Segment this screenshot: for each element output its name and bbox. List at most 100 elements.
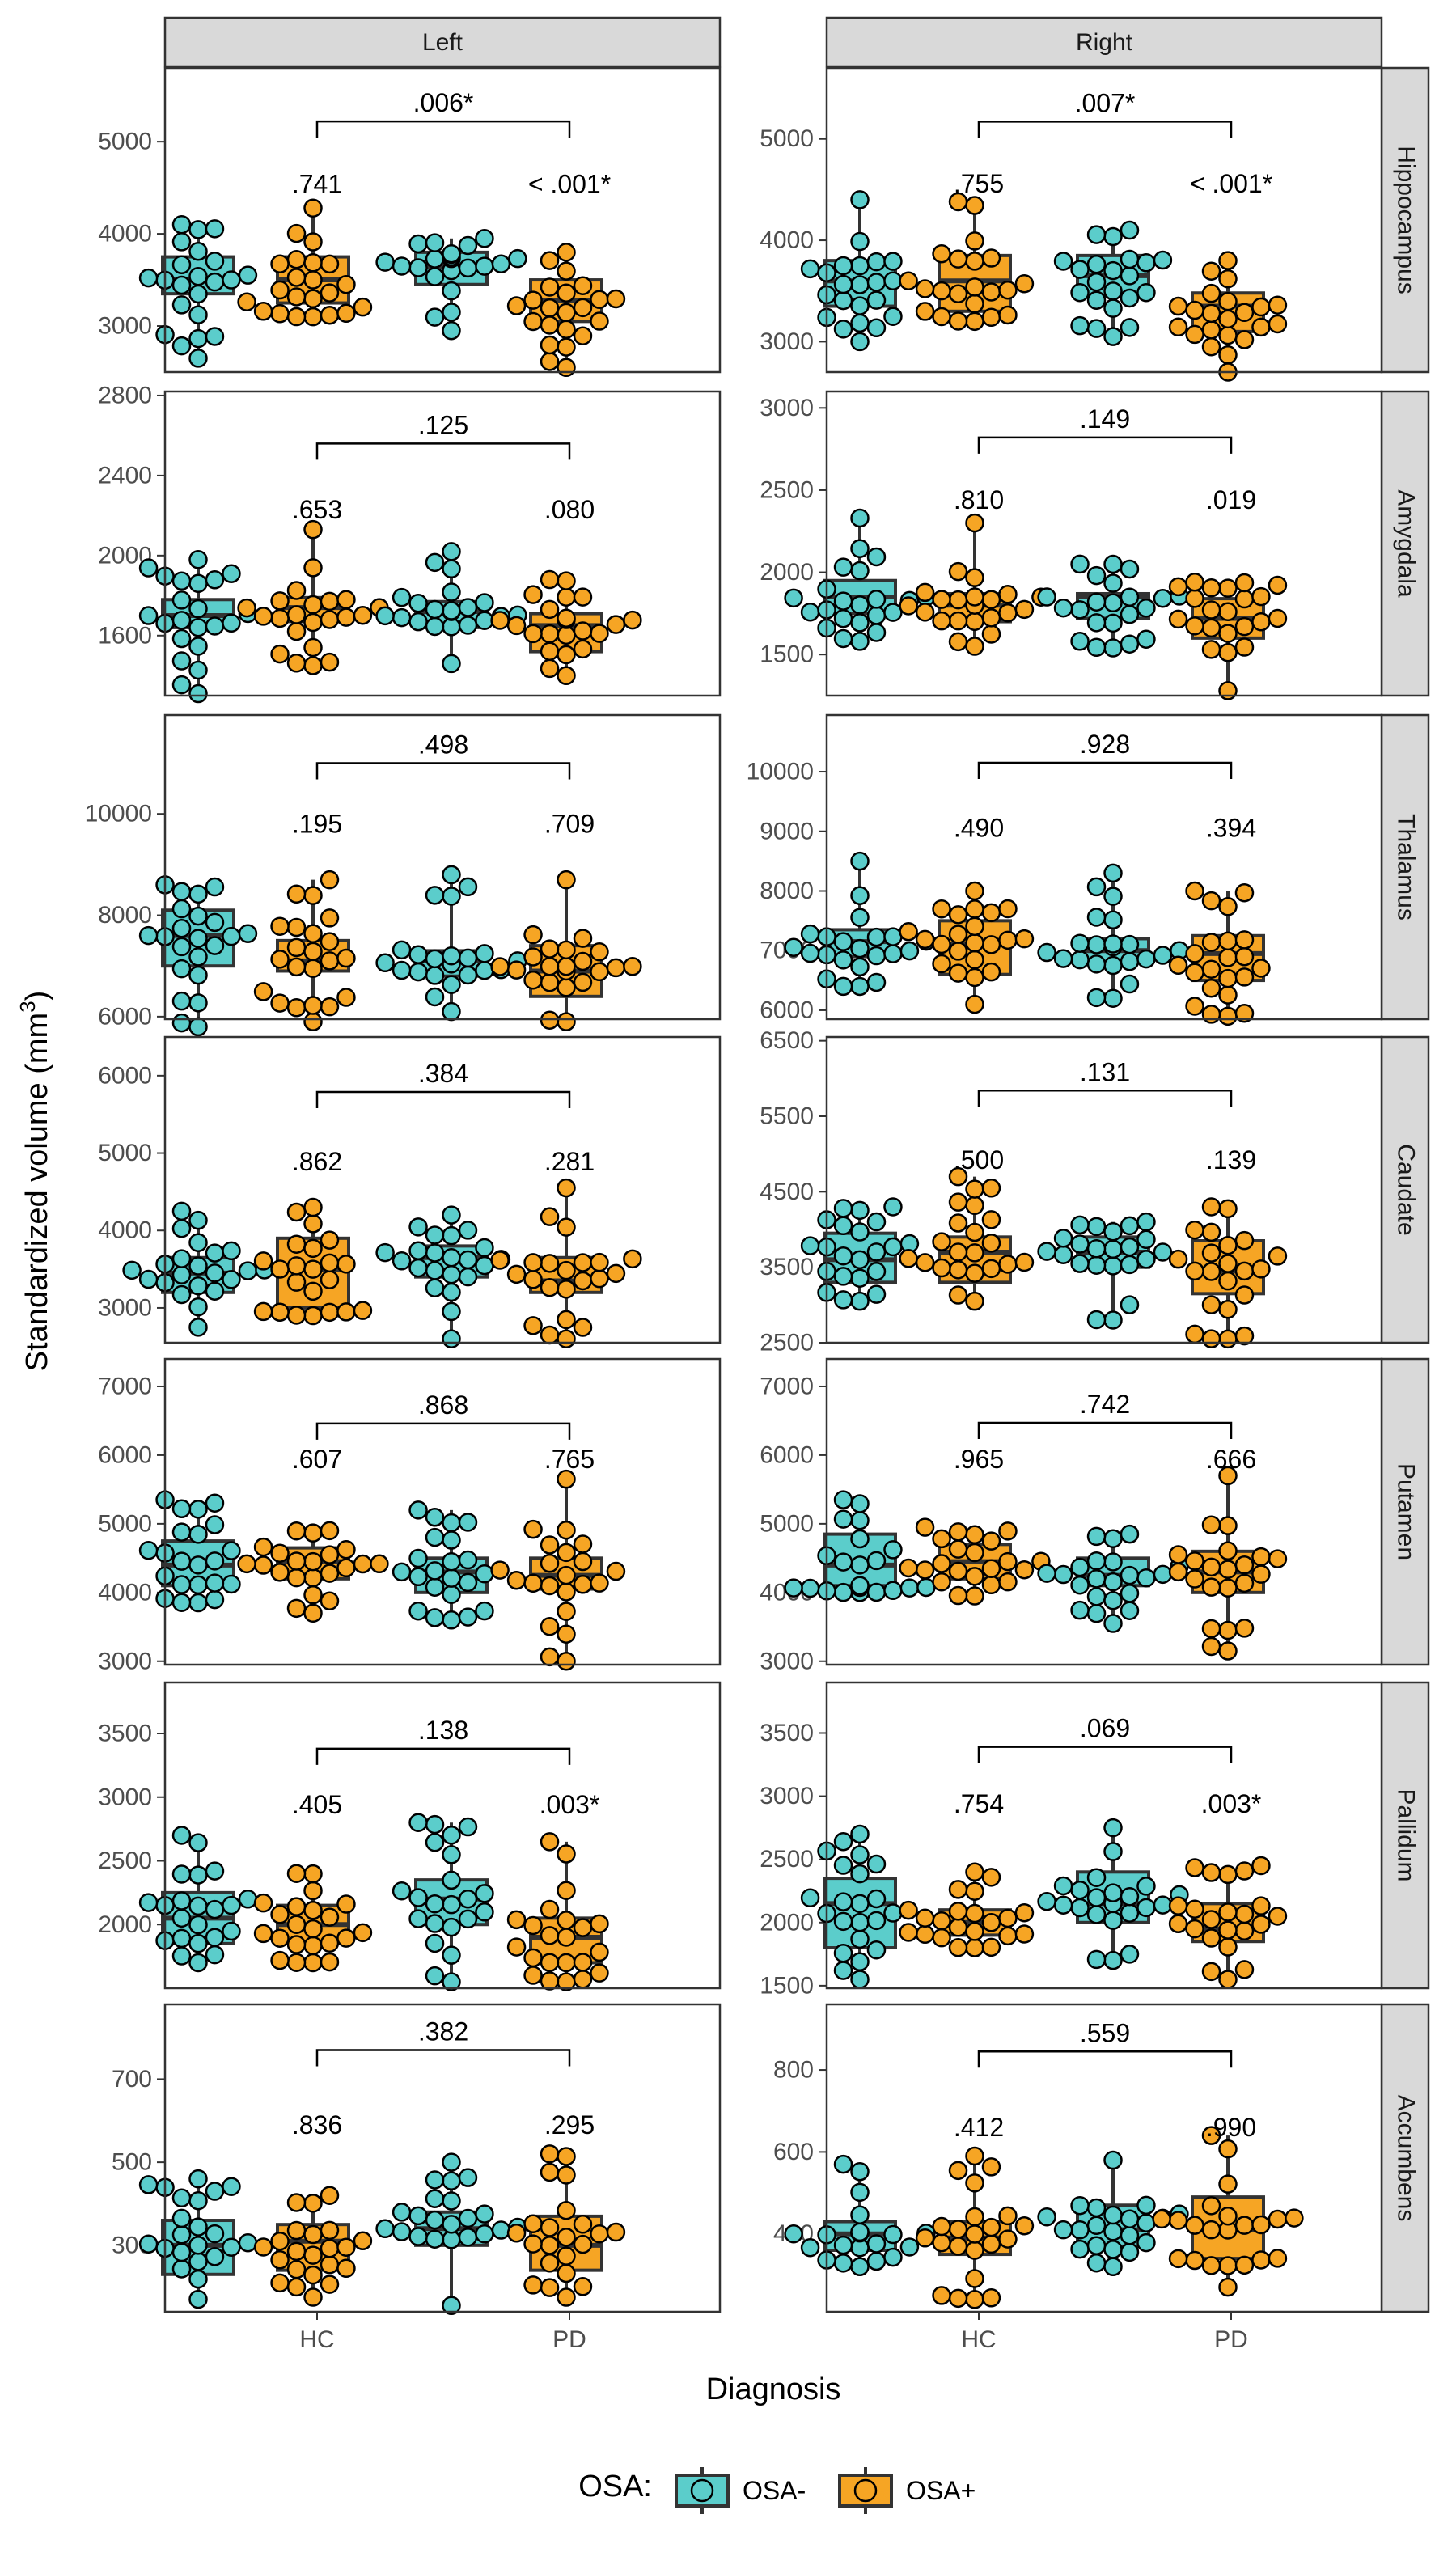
data-point xyxy=(540,569,560,590)
data-point xyxy=(540,624,560,644)
y-tick-label: 6000 xyxy=(760,1441,814,1468)
data-point xyxy=(508,248,527,269)
data-point xyxy=(171,590,192,610)
data-point xyxy=(523,1253,543,1272)
data-point xyxy=(1185,573,1204,592)
data-point xyxy=(303,1197,323,1217)
y-tick-label: 3500 xyxy=(760,1720,814,1746)
data-point xyxy=(557,1543,576,1563)
data-point xyxy=(932,1554,951,1573)
data-point xyxy=(557,1520,576,1540)
data-point xyxy=(1218,2206,1238,2226)
data-point xyxy=(1070,282,1090,303)
data-point xyxy=(1251,959,1271,978)
data-point xyxy=(850,1864,870,1884)
data-point xyxy=(188,241,208,261)
data-point xyxy=(303,1919,323,1939)
data-point xyxy=(573,276,593,295)
box-hc-osaplus xyxy=(899,1166,1035,1311)
data-point xyxy=(1268,608,1288,628)
data-point xyxy=(932,1928,951,1948)
data-point xyxy=(506,296,527,315)
data-point xyxy=(833,1582,853,1602)
data-point xyxy=(442,1568,461,1588)
box-hc-osaminus xyxy=(138,1826,258,1973)
data-point xyxy=(303,1936,323,1956)
data-point xyxy=(1234,2216,1255,2235)
box-pd-osaminus xyxy=(375,229,527,341)
data-point xyxy=(883,2247,903,2267)
y-tick-label: 800 xyxy=(773,2057,814,2084)
data-point xyxy=(1218,681,1238,700)
data-point xyxy=(1136,2213,1156,2233)
x-tick-label: HC xyxy=(299,2326,334,2353)
y-tick-label: 3000 xyxy=(760,1648,814,1674)
group-p-value: .666 xyxy=(1206,1445,1256,1474)
data-point xyxy=(833,1246,853,1266)
legend: OSA: OSA- OSA+ xyxy=(578,2467,976,2514)
data-point xyxy=(850,2222,870,2242)
data-point xyxy=(353,605,373,625)
data-point xyxy=(1103,2205,1123,2225)
data-point xyxy=(425,966,445,985)
data-point xyxy=(998,1551,1018,1572)
data-point xyxy=(540,2254,560,2273)
data-point xyxy=(286,937,307,958)
data-point xyxy=(303,198,323,218)
panel-border xyxy=(825,713,1383,1021)
data-point xyxy=(205,272,225,292)
data-point xyxy=(238,924,258,943)
group-p-value: .003* xyxy=(1201,1789,1262,1818)
data-point xyxy=(1218,985,1238,1005)
data-point xyxy=(286,1272,307,1292)
data-point xyxy=(1103,1572,1123,1592)
data-point xyxy=(965,294,984,314)
data-point xyxy=(253,1893,273,1913)
data-point xyxy=(606,2222,626,2242)
data-point xyxy=(1120,1601,1140,1620)
data-point xyxy=(998,930,1018,950)
data-point xyxy=(833,976,853,997)
data-point xyxy=(1201,1329,1221,1348)
box-pd-osaminus xyxy=(1037,1818,1189,1970)
data-point xyxy=(850,231,870,252)
data-point xyxy=(188,683,208,704)
data-point xyxy=(188,550,208,569)
data-point xyxy=(1120,1237,1140,1257)
data-point xyxy=(800,1236,820,1255)
data-point xyxy=(932,1529,951,1549)
data-point xyxy=(981,1559,1001,1579)
data-point xyxy=(590,1268,609,1289)
group-p-value: .810 xyxy=(954,485,1004,514)
data-point xyxy=(1285,2208,1304,2228)
data-point xyxy=(138,268,159,288)
data-point xyxy=(425,1577,445,1597)
data-point xyxy=(1136,253,1156,273)
data-point xyxy=(392,2222,412,2241)
data-point xyxy=(523,290,543,310)
data-point xyxy=(205,1899,225,1919)
data-point xyxy=(475,256,494,276)
data-point xyxy=(850,2162,870,2182)
data-point xyxy=(303,1523,323,1543)
data-point xyxy=(188,884,208,904)
data-point xyxy=(1136,1212,1156,1232)
box-hc-osaminus xyxy=(138,550,258,704)
data-point xyxy=(188,1953,208,1973)
data-point xyxy=(353,1554,373,1574)
data-point xyxy=(573,2234,593,2254)
data-point xyxy=(883,944,903,963)
bracket-p-value: .382 xyxy=(418,2017,468,2046)
x-tick-label: PD xyxy=(1214,2326,1248,2353)
data-point xyxy=(948,192,968,212)
data-point xyxy=(1070,260,1090,279)
data-point xyxy=(303,1900,323,1920)
panel-thalamus-left: 6000 8000 10000 .498 .195 .709 xyxy=(85,713,722,1037)
data-point xyxy=(1086,2198,1107,2218)
data-point xyxy=(425,1243,445,1263)
data-point xyxy=(138,558,159,578)
y-tick-label: 2400 xyxy=(98,462,152,489)
data-point xyxy=(408,1888,428,1907)
data-point xyxy=(188,1500,208,1519)
panel-caudate-right: 2500 3500 4500 5500 6500 .131 .500 .139 xyxy=(760,1027,1383,1356)
